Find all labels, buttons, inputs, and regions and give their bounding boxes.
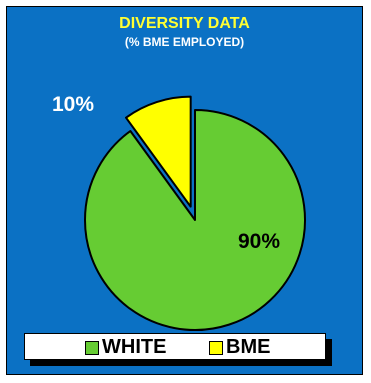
legend-swatch-white [85, 340, 99, 355]
chart-subtitle: (% BME EMPLOYED) [124, 35, 245, 49]
legend-label-white: WHITE [102, 336, 167, 358]
chart-legend: WHITE BME [24, 333, 326, 360]
legend-swatch-bme [209, 340, 223, 355]
legend-item-white: WHITE [85, 336, 166, 359]
chart-title: DIVERSITY DATA [119, 15, 250, 32]
slice-label-white: 90% [238, 230, 280, 253]
pie-slice-bme [125, 95, 192, 208]
legend-label-bme: BME [226, 336, 271, 358]
slice-label-bme: 10% [52, 93, 94, 116]
pie-slice-white [84, 109, 306, 331]
legend-item-bme: BME [209, 336, 270, 359]
